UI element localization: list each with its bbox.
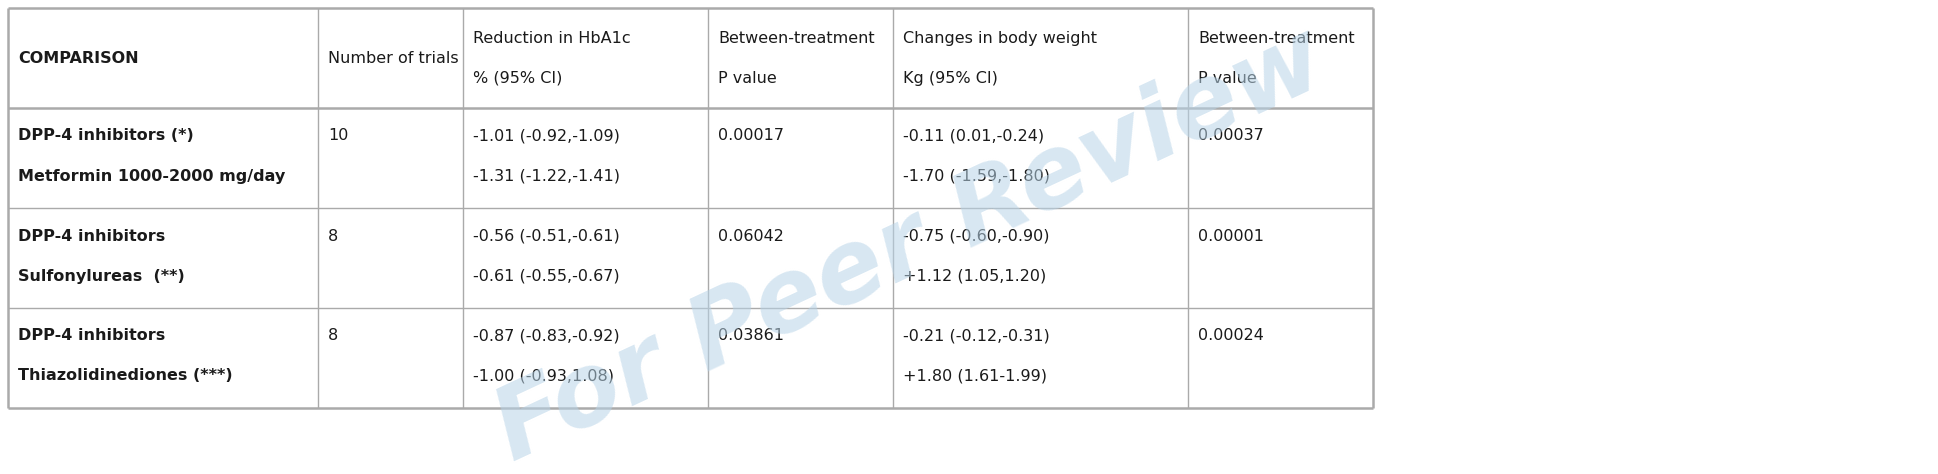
Text: Thiazolidinediones (***): Thiazolidinediones (***) <box>17 368 233 383</box>
Text: -1.70 (-1.59,-1.80): -1.70 (-1.59,-1.80) <box>903 168 1050 183</box>
Text: Between-treatment: Between-treatment <box>717 30 874 46</box>
Text: Changes in body weight: Changes in body weight <box>903 30 1097 46</box>
Text: COMPARISON: COMPARISON <box>17 51 140 65</box>
Text: 0.00024: 0.00024 <box>1198 328 1264 344</box>
Text: 0.06042: 0.06042 <box>717 228 783 244</box>
Text: 0.00017: 0.00017 <box>717 128 785 144</box>
Text: 8: 8 <box>328 228 339 244</box>
Text: Number of trials: Number of trials <box>328 51 459 65</box>
Text: Reduction in HbA1c: Reduction in HbA1c <box>473 30 630 46</box>
Text: DPP-4 inhibitors: DPP-4 inhibitors <box>17 328 165 344</box>
Text: -0.21 (-0.12,-0.31): -0.21 (-0.12,-0.31) <box>903 328 1050 344</box>
Text: -1.00 (-0.93,1.08): -1.00 (-0.93,1.08) <box>473 368 614 383</box>
Text: -0.75 (-0.60,-0.90): -0.75 (-0.60,-0.90) <box>903 228 1050 244</box>
Text: 0.03861: 0.03861 <box>717 328 785 344</box>
Text: P value: P value <box>1198 71 1256 85</box>
Text: +1.12 (1.05,1.20): +1.12 (1.05,1.20) <box>903 268 1047 283</box>
Text: -1.01 (-0.92,-1.09): -1.01 (-0.92,-1.09) <box>473 128 620 144</box>
Text: -0.56 (-0.51,-0.61): -0.56 (-0.51,-0.61) <box>473 228 620 244</box>
Text: DPP-4 inhibitors: DPP-4 inhibitors <box>17 228 165 244</box>
Text: -1.31 (-1.22,-1.41): -1.31 (-1.22,-1.41) <box>473 168 620 183</box>
Text: 0.00037: 0.00037 <box>1198 128 1264 144</box>
Text: 10: 10 <box>328 128 349 144</box>
Text: P value: P value <box>717 71 777 85</box>
Text: -0.11 (0.01,-0.24): -0.11 (0.01,-0.24) <box>903 128 1045 144</box>
Text: For Peer Review: For Peer Review <box>481 11 1341 474</box>
Text: +1.80 (1.61-1.99): +1.80 (1.61-1.99) <box>903 368 1047 383</box>
Text: 0.00001: 0.00001 <box>1198 228 1264 244</box>
Text: -0.87 (-0.83,-0.92): -0.87 (-0.83,-0.92) <box>473 328 620 344</box>
Text: Kg (95% CI): Kg (95% CI) <box>903 71 998 85</box>
Text: DPP-4 inhibitors (*): DPP-4 inhibitors (*) <box>17 128 194 144</box>
Text: 8: 8 <box>328 328 339 344</box>
Text: Sulfonylureas  (**): Sulfonylureas (**) <box>17 268 184 283</box>
Text: Between-treatment: Between-treatment <box>1198 30 1355 46</box>
Text: -0.61 (-0.55,-0.67): -0.61 (-0.55,-0.67) <box>473 268 620 283</box>
Text: % (95% CI): % (95% CI) <box>473 71 562 85</box>
Text: Metformin 1000-2000 mg/day: Metformin 1000-2000 mg/day <box>17 168 285 183</box>
